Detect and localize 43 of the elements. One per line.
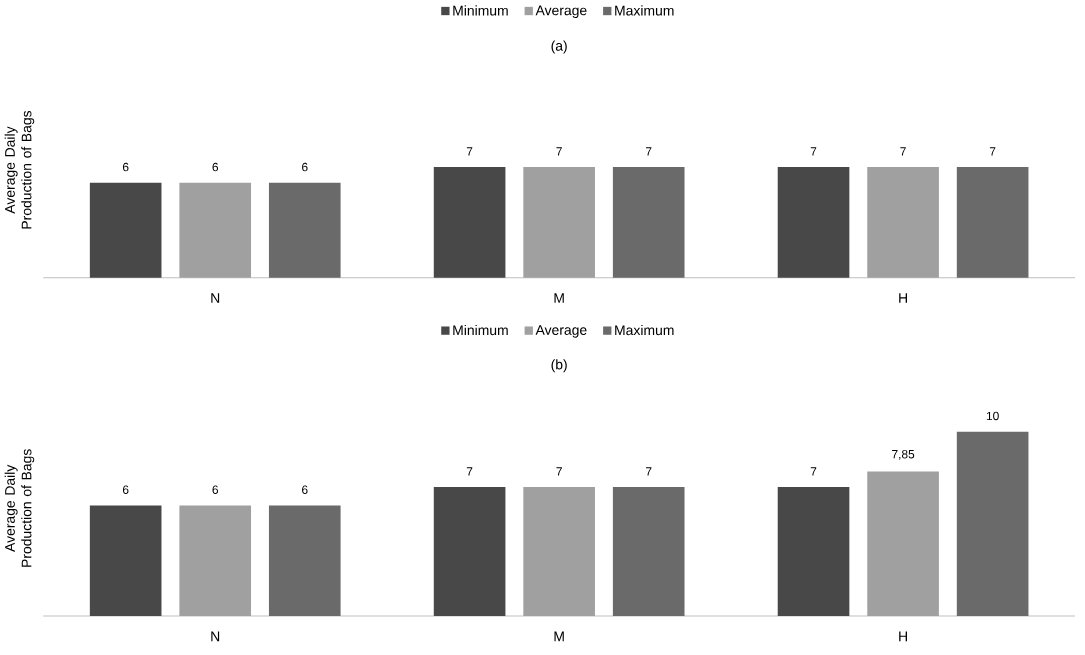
- data-label: 7: [645, 467, 652, 476]
- x-tick-label: N: [211, 293, 220, 303]
- data-label: 6: [212, 162, 219, 172]
- data-label: 7: [556, 147, 562, 156]
- legend-label: Minimum: [453, 5, 508, 16]
- bar: [956, 431, 1029, 617]
- chart-title: (a): [551, 40, 567, 54]
- chart-title: (b): [551, 359, 567, 373]
- data-label: 7: [810, 147, 817, 156]
- data-label: 7: [900, 147, 906, 156]
- bar: [777, 487, 850, 617]
- legend-label: Maximum: [615, 324, 674, 336]
- x-tick-label: H: [899, 631, 907, 642]
- bar: [179, 505, 252, 617]
- data-label: 7: [989, 147, 996, 156]
- data-label: 6: [212, 485, 219, 495]
- legend-label: Maximum: [615, 5, 674, 16]
- data-label: 6: [122, 162, 129, 172]
- data-label: 7: [466, 467, 473, 476]
- bar: [433, 487, 506, 617]
- x-tick-label: H: [899, 293, 907, 303]
- legend-label: Average: [535, 5, 587, 19]
- x-tick-label: M: [554, 293, 564, 303]
- data-label: 7: [466, 147, 473, 156]
- data-label: 7,85: [892, 450, 915, 460]
- data-label: 10: [986, 411, 999, 421]
- data-label: 7: [556, 467, 562, 476]
- data-label: 6: [302, 162, 308, 172]
- legend-label: Minimum: [453, 324, 508, 336]
- bar: [268, 505, 341, 617]
- data-label: 6: [122, 485, 129, 495]
- data-label: 7: [645, 147, 652, 156]
- x-tick-label: N: [211, 631, 220, 642]
- y-axis-title: Average Daily Production of Bags: [4, 111, 35, 229]
- bar: [89, 505, 162, 617]
- data-label: 6: [302, 485, 308, 495]
- y-axis-title: Average Daily Production of Bags: [4, 449, 35, 567]
- bar: [523, 487, 595, 617]
- data-label: 7: [810, 467, 817, 476]
- bar: [612, 487, 685, 617]
- x-tick-label: M: [554, 631, 564, 642]
- bar: [867, 471, 939, 617]
- legend-label: Average: [535, 325, 587, 338]
